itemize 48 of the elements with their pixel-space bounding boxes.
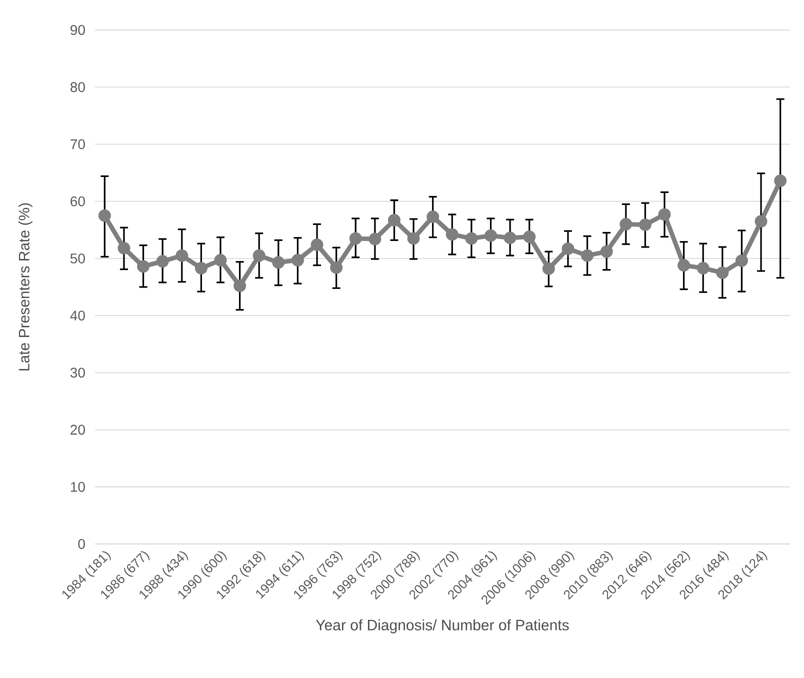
point [388,214,400,226]
point [234,280,246,292]
point [349,232,362,245]
y-tick-label: 70 [70,139,85,150]
point [252,249,266,262]
point [214,254,227,266]
point [542,262,555,275]
point [176,249,188,262]
x-axis-title: Year of Diagnosis/ Number of Patients [316,619,569,634]
point [465,232,478,245]
point [368,232,382,246]
point [562,242,574,255]
point [774,174,787,188]
point [137,260,150,273]
point [658,208,671,221]
point [272,256,285,269]
y-tick-label: 10 [70,482,85,492]
point [194,262,208,274]
point [446,228,458,241]
point [291,254,304,266]
point [678,259,690,272]
y-tick-label: 80 [70,82,85,92]
point [735,254,748,267]
point [118,242,130,254]
point [754,215,768,228]
point [330,261,343,274]
point [504,232,516,244]
point [523,230,536,243]
y-axis-title: Late Presenters Rate (%) [18,203,32,370]
y-tick-label: 90 [70,25,85,35]
point [620,218,632,230]
y-tick-label: 20 [70,424,85,435]
y-tick-label: 50 [70,253,85,264]
point [638,218,652,231]
y-tick-label: 60 [70,196,85,206]
point [407,232,420,245]
y-tick-label: 30 [70,368,85,378]
point [484,229,498,242]
point [581,249,594,262]
point [716,266,729,279]
point [156,255,169,268]
point [600,245,613,258]
y-tick-label: 40 [70,310,85,321]
point [98,209,111,222]
y-tick-label: 0 [78,539,85,549]
point [696,262,710,274]
point [426,210,440,223]
point [310,238,324,251]
